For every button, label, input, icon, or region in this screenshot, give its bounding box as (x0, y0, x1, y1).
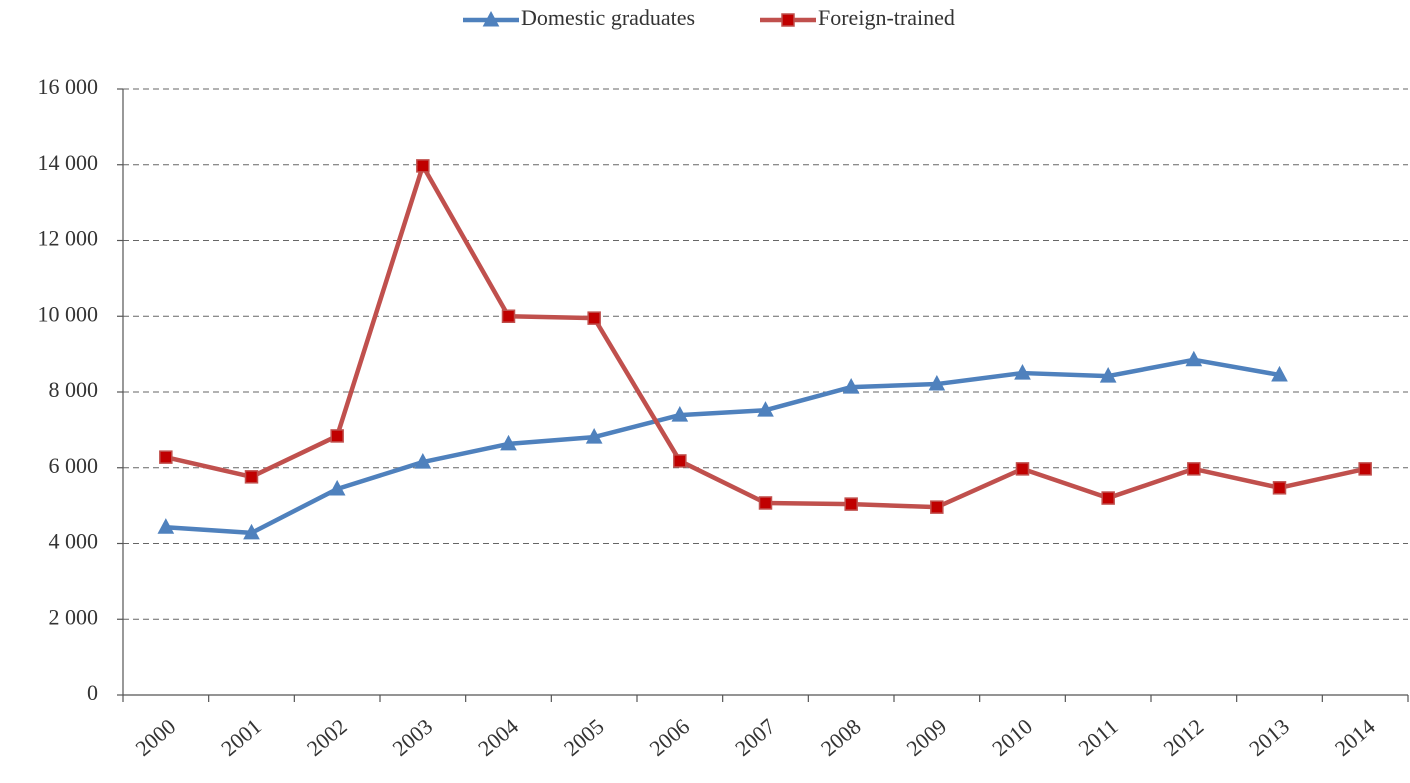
x-tick-label: 2012 (1159, 714, 1209, 761)
x-tick-label: 2009 (902, 714, 952, 761)
marker (414, 453, 432, 469)
marker (1187, 462, 1201, 476)
y-tick-label: 2 000 (49, 604, 99, 629)
x-tick-label: 2007 (730, 714, 780, 761)
marker (842, 378, 860, 394)
y-tick-label: 4 000 (49, 529, 99, 554)
x-tick-label: 2006 (645, 714, 695, 761)
x-tick-label: 2004 (473, 714, 523, 761)
marker (844, 497, 858, 511)
legend-label: Domestic graduates (521, 5, 695, 30)
marker (781, 13, 795, 27)
x-tick-label: 2013 (1244, 714, 1294, 761)
marker (673, 454, 687, 468)
y-tick-label: 14 000 (38, 150, 99, 175)
marker (1272, 481, 1287, 495)
y-tick-label: 6 000 (49, 453, 99, 478)
marker (1014, 364, 1031, 380)
marker (416, 159, 430, 173)
marker (587, 311, 601, 325)
marker (1015, 462, 1030, 476)
x-tick-label: 2011 (1073, 714, 1122, 761)
marker (1185, 350, 1203, 367)
series-line (165, 163, 1366, 510)
marker (243, 523, 260, 540)
series-line (165, 357, 1280, 536)
legend-item: Foreign-trained (760, 5, 955, 30)
marker (157, 518, 175, 534)
y-tick-label: 8 000 (49, 377, 99, 402)
x-tick-label: 2005 (559, 714, 609, 761)
y-tick-label: 0 (87, 680, 98, 705)
marker (1271, 365, 1288, 382)
marker (1101, 491, 1115, 505)
marker (501, 309, 516, 323)
marker (757, 401, 774, 417)
x-tick-label: 2008 (816, 714, 866, 761)
marker (328, 479, 346, 496)
marker (244, 470, 259, 484)
y-tick-label: 10 000 (38, 301, 99, 326)
marker (330, 429, 344, 443)
x-tick-label: 2003 (388, 714, 438, 761)
marker (585, 428, 603, 444)
legend-label: Foreign-trained (818, 5, 955, 30)
x-tick-label: 2014 (1330, 714, 1380, 761)
x-tick-label: 2001 (216, 714, 266, 761)
x-tick-label: 2002 (302, 714, 352, 761)
y-tick-label: 12 000 (38, 226, 99, 251)
marker (930, 500, 944, 514)
x-tick-label: 2010 (987, 714, 1037, 761)
marker (758, 496, 773, 510)
marker (1099, 367, 1117, 383)
x-tick-label: 2000 (131, 714, 181, 761)
marker (500, 434, 517, 451)
marker (1358, 462, 1372, 476)
marker (482, 10, 500, 27)
y-tick-label: 16 000 (38, 74, 99, 99)
marker (671, 406, 689, 422)
marker (159, 450, 173, 464)
legend-item: Domestic graduates (463, 5, 695, 30)
marker (928, 374, 946, 391)
